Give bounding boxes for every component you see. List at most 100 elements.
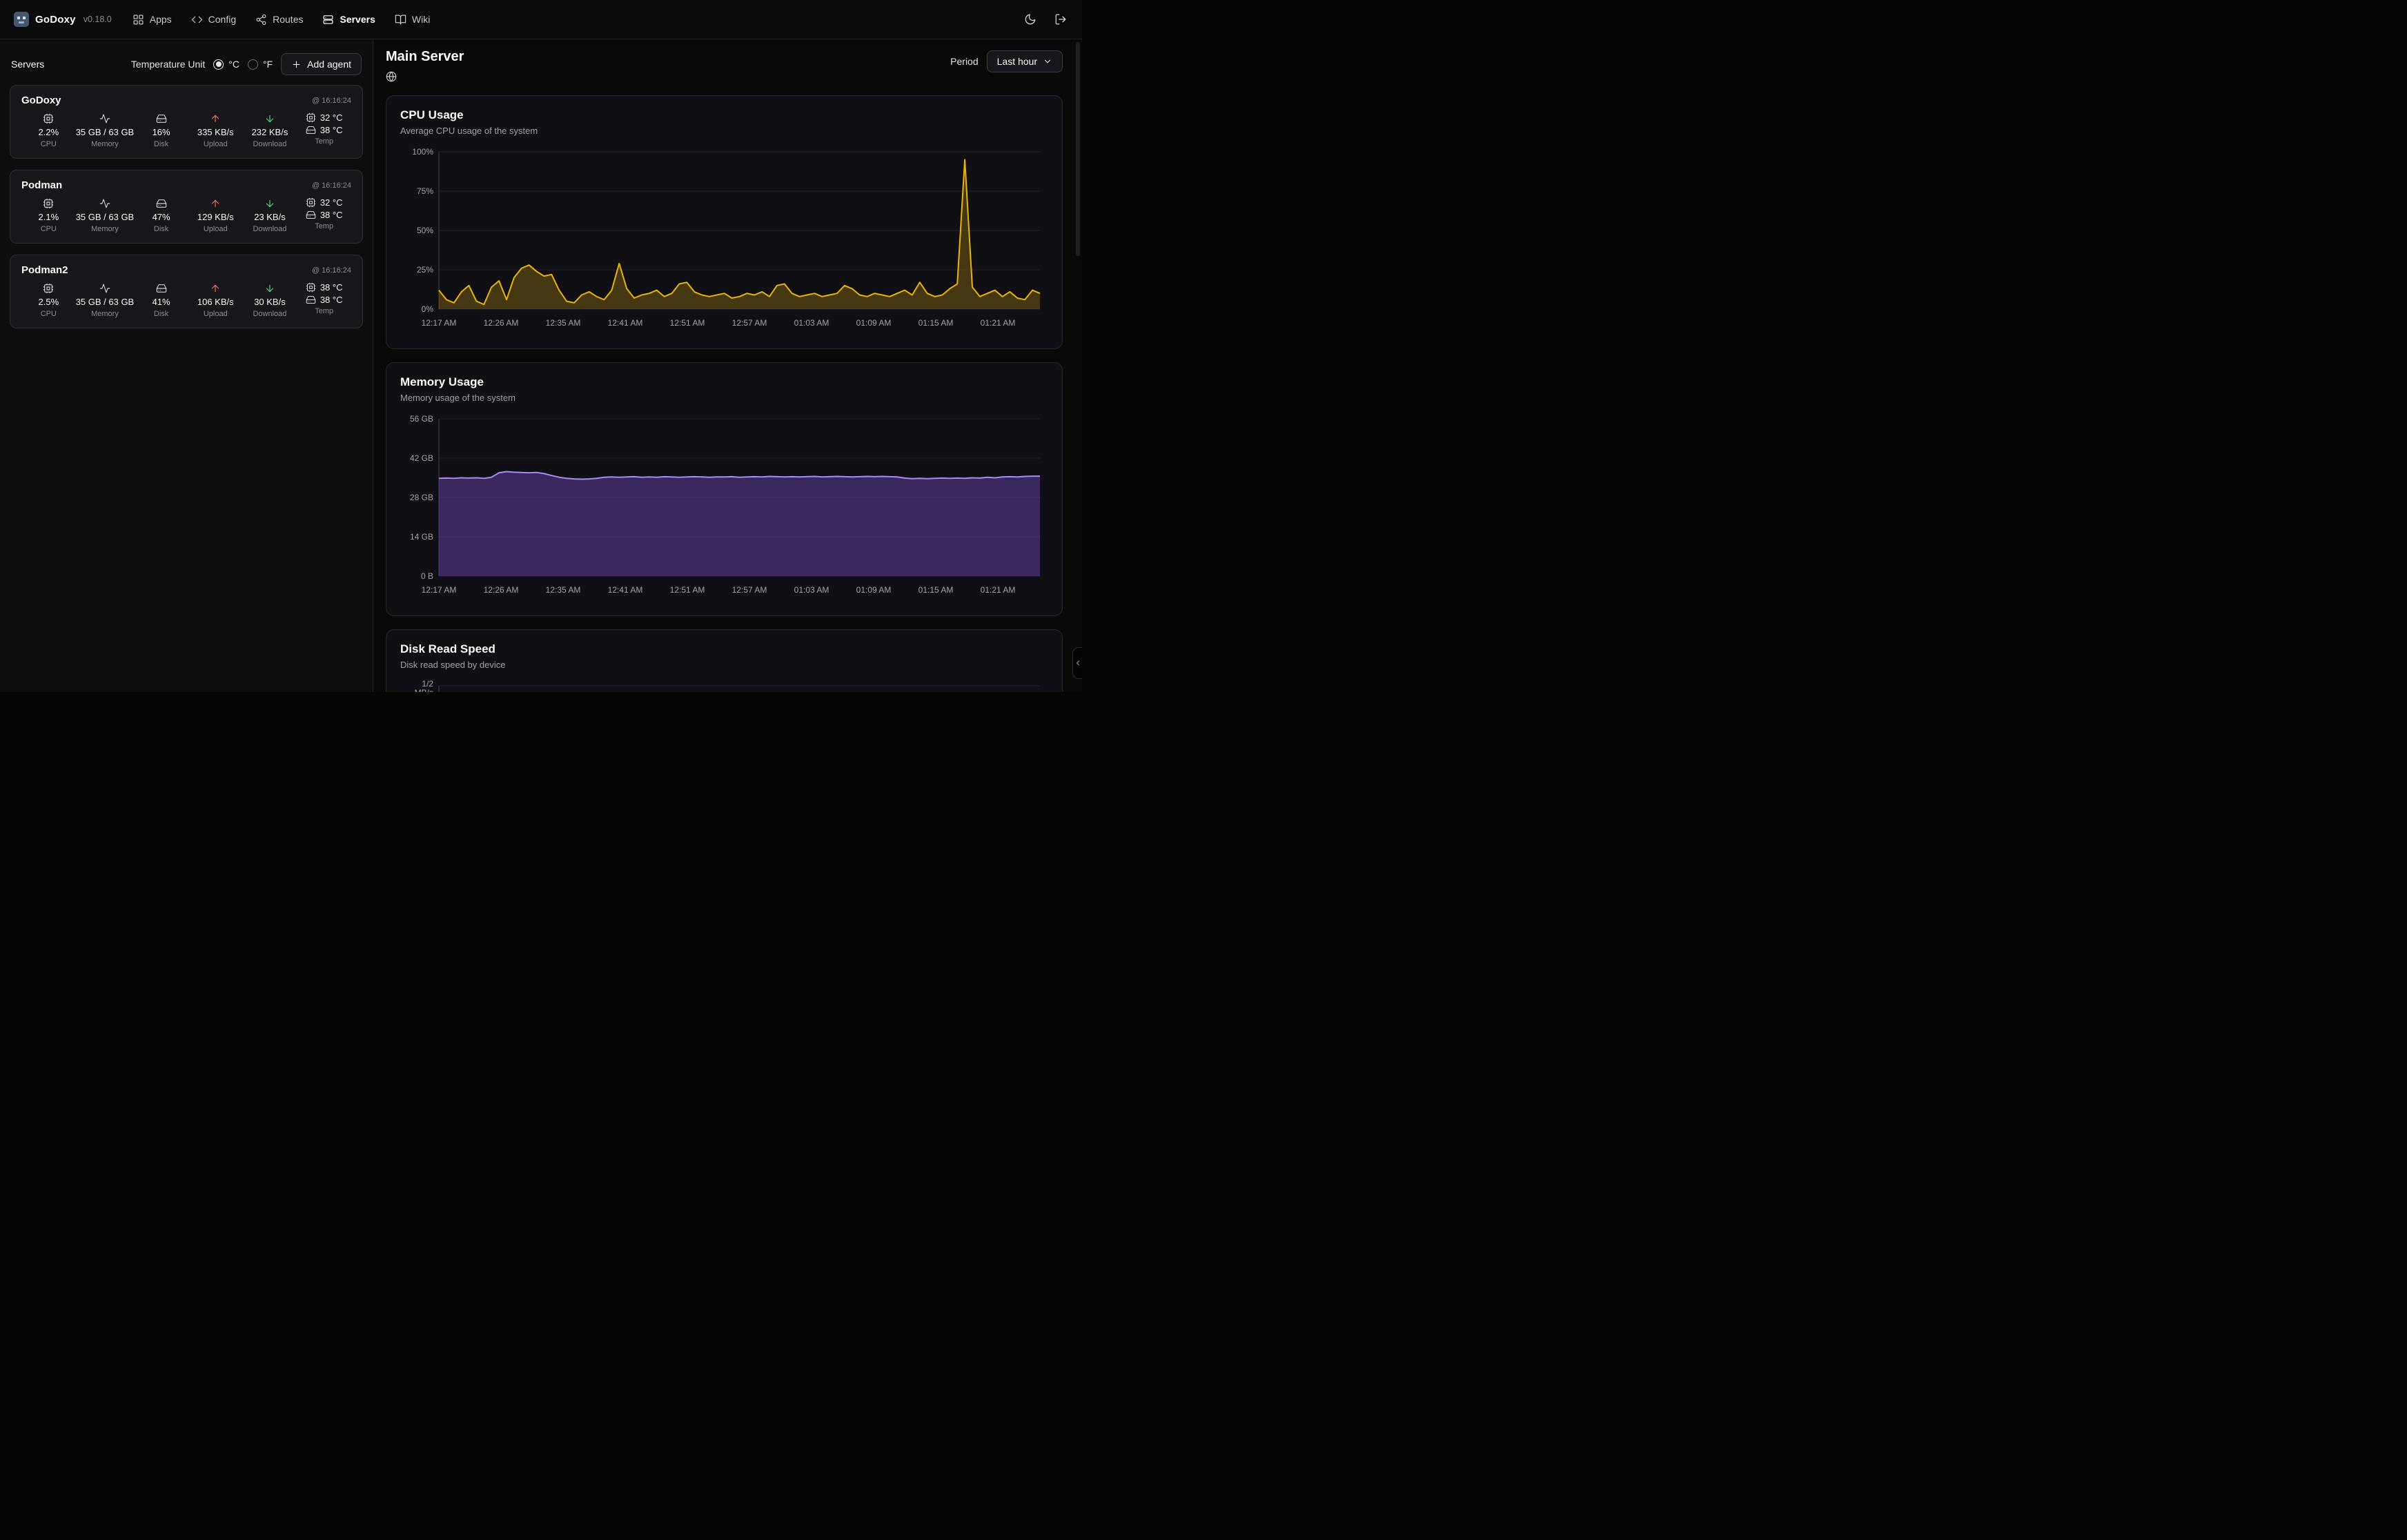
disk-label: Disk: [153, 225, 169, 233]
svg-text:12:57 AM: 12:57 AM: [732, 318, 767, 328]
activity-icon: [99, 112, 110, 124]
disk-label: Disk: [153, 140, 169, 148]
stat-temp: 32 °C 38 °C Temp: [297, 112, 351, 148]
server-card-podman[interactable]: Podman @ 16:16:24 2.1% CPU 35 GB / 63 GB…: [10, 170, 363, 244]
svg-text:12:35 AM: 12:35 AM: [546, 585, 581, 595]
cpu-usage-chart[interactable]: 0% 25% 50% 75% 100% 12:17 AM 12:26 AM 12:35 AM 1…: [400, 145, 1048, 336]
activity-icon: [99, 282, 110, 294]
chevron-down-icon: [1043, 57, 1052, 66]
memory-label: Memory: [91, 310, 119, 318]
logout-icon: [1054, 13, 1067, 26]
brand[interactable]: GoDoxy v0.18.0: [14, 12, 112, 27]
arrow-down-icon: [264, 282, 275, 294]
temperature-unit-group: Temperature Unit °C °F: [131, 59, 273, 70]
svg-text:100%: 100%: [412, 147, 433, 157]
svg-text:12:35 AM: 12:35 AM: [546, 318, 581, 328]
nav-apps[interactable]: Apps: [132, 14, 172, 26]
sidebar-header: Servers Temperature Unit °C °F Add agent: [10, 49, 363, 75]
book-icon: [395, 14, 406, 26]
nav-routes[interactable]: Routes: [255, 14, 303, 26]
memory-usage-chart[interactable]: 0 B 14 GB 28 GB 42 GB 56 GB 12:17 AM 12:26 AM 1…: [400, 412, 1048, 603]
svg-text:01:15 AM: 01:15 AM: [918, 585, 954, 595]
servers-icon: [322, 14, 334, 26]
memory-value: 35 GB / 63 GB: [75, 212, 135, 222]
svg-text:12:41 AM: 12:41 AM: [608, 585, 643, 595]
nav-servers-label: Servers: [340, 14, 375, 25]
server-stats: 2.1% CPU 35 GB / 63 GB Memory 47% Disk: [21, 197, 351, 233]
svg-text:12:41 AM: 12:41 AM: [608, 318, 643, 328]
hard-drive-icon: [156, 282, 167, 294]
arrow-up-icon: [210, 197, 221, 209]
svg-text:56 GB: 56 GB: [410, 414, 433, 424]
period-select[interactable]: Last hour: [986, 50, 1063, 72]
stat-cpu: 2.5% CPU: [21, 282, 76, 318]
scrollbar[interactable]: [1076, 42, 1080, 256]
disk-read-speed-subtitle: Disk read speed by device: [400, 660, 506, 670]
upload-label: Upload: [203, 225, 228, 233]
disk-temp-icon: [306, 210, 316, 220]
disk-read-speed-title: Disk Read Speed: [400, 642, 495, 655]
svg-text:14 GB: 14 GB: [410, 532, 433, 542]
svg-text:50%: 50%: [417, 226, 433, 235]
upload-label: Upload: [203, 310, 228, 318]
fahrenheit-label: °F: [263, 59, 273, 70]
hard-drive-icon: [156, 197, 167, 209]
stat-memory: 35 GB / 63 GB Memory: [76, 282, 134, 318]
navbar: GoDoxy v0.18.0 Apps Config Routes Server…: [0, 0, 1082, 39]
server-card-podman2[interactable]: Podman2 @ 16:16:24 2.5% CPU 35 GB / 63 G…: [10, 255, 363, 328]
period-control: Period Last hour: [950, 50, 1063, 72]
cpu-usage-card: CPU Usage Average CPU usage of the syste…: [386, 95, 1063, 349]
memory-usage-card: Memory Usage Memory usage of the system …: [386, 362, 1063, 616]
server-last-update: @ 16:16:24: [311, 181, 351, 190]
svg-text:12:51 AM: 12:51 AM: [670, 585, 705, 595]
stat-upload: 129 KB/s Upload: [188, 197, 243, 233]
servers-sidebar: Servers Temperature Unit °C °F Add agent: [0, 39, 373, 692]
cpu-temp-value: 32 °C: [320, 197, 343, 208]
cpu-value: 2.1%: [38, 212, 59, 222]
brand-version: v0.18.0: [83, 14, 112, 24]
server-card-godoxy[interactable]: GoDoxy @ 16:16:24 2.2% CPU 35 GB / 63 GB…: [10, 85, 363, 159]
hard-drive-icon: [156, 112, 167, 124]
cpu-icon: [43, 112, 54, 124]
upload-value: 335 KB/s: [197, 127, 234, 137]
stat-memory: 35 GB / 63 GB Memory: [75, 197, 135, 233]
theme-toggle-button[interactable]: [1023, 12, 1038, 27]
arrow-down-icon: [264, 197, 275, 209]
svg-text:42 GB: 42 GB: [410, 453, 433, 463]
disk-temp-icon: [306, 125, 316, 135]
memory-label: Memory: [91, 140, 119, 148]
nav-config-label: Config: [208, 14, 237, 25]
upload-label: Upload: [203, 140, 228, 148]
stat-disk: 47% Disk: [134, 197, 188, 233]
server-name: Podman: [21, 179, 63, 191]
svg-text:01:21 AM: 01:21 AM: [981, 585, 1016, 595]
layout: Servers Temperature Unit °C °F Add agent: [0, 39, 1082, 692]
cpu-icon: [43, 282, 54, 294]
stat-upload: 106 KB/s Upload: [188, 282, 243, 318]
stat-download: 30 KB/s Download: [243, 282, 297, 318]
globe-icon[interactable]: [386, 71, 398, 82]
radio-fahrenheit-control[interactable]: [248, 59, 258, 70]
svg-text:01:03 AM: 01:03 AM: [794, 585, 829, 595]
logout-button[interactable]: [1053, 12, 1068, 27]
nav-servers[interactable]: Servers: [322, 14, 375, 26]
chevron-left-icon: [1074, 659, 1082, 667]
add-agent-button[interactable]: Add agent: [281, 53, 362, 75]
nav-wiki[interactable]: Wiki: [395, 14, 430, 26]
radio-fahrenheit[interactable]: °F: [248, 59, 273, 70]
radio-celsius-control[interactable]: [213, 59, 224, 70]
godoxy-logo: [14, 12, 29, 27]
main-nav: Apps Config Routes Servers Wiki: [132, 14, 430, 26]
brand-name: GoDoxy: [35, 13, 76, 26]
code-icon: [191, 14, 203, 26]
memory-label: Memory: [91, 225, 119, 233]
temp-label: Temp: [315, 137, 334, 146]
disk-value: 41%: [152, 297, 170, 307]
nav-wiki-label: Wiki: [411, 14, 431, 25]
svg-text:01:21 AM: 01:21 AM: [981, 318, 1016, 328]
routes-icon: [255, 14, 267, 26]
radio-celsius[interactable]: °C: [213, 59, 239, 70]
nav-config[interactable]: Config: [191, 14, 236, 26]
collapse-panel-handle[interactable]: [1072, 647, 1082, 679]
